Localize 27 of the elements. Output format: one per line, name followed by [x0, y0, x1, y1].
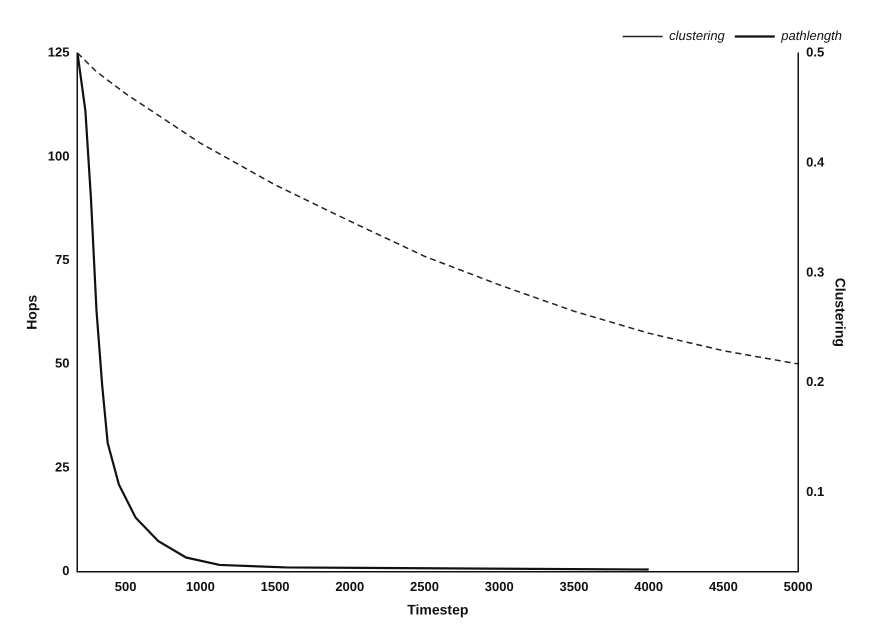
x-tick-label: 4000: [634, 578, 664, 594]
legend-label: clustering: [669, 28, 726, 44]
x-tick-label: 4500: [708, 578, 738, 594]
y-tick-label: 75: [55, 252, 70, 268]
y-tick-label: 0: [62, 563, 70, 578]
legend-label: pathlength: [780, 28, 842, 44]
x-tick-label: 2000: [335, 578, 364, 594]
x-tick-label: 500: [114, 578, 136, 594]
y-tick-label: 50: [55, 356, 70, 371]
y-tick-label: 25: [55, 459, 70, 474]
x-tick-label: 1000: [186, 578, 215, 594]
y-tick-label: 100: [48, 148, 70, 164]
y2-tick-label: 0.4: [806, 154, 825, 170]
x-tick-label: 3500: [559, 578, 588, 594]
x-tick-label: 1500: [260, 578, 290, 594]
x-tick-label: 2500: [410, 578, 439, 594]
y2-tick-label: 0.5: [806, 44, 824, 60]
y2-tick-label: 0.1: [806, 484, 824, 500]
y2-tick-label: 0.2: [806, 374, 824, 390]
y-axis-title: Hops: [23, 294, 40, 330]
x-axis-title: Timestep: [407, 601, 468, 618]
x-tick-label: 3000: [484, 578, 514, 594]
line-series: [77, 53, 798, 365]
y2-axis-title: Clustering: [832, 278, 849, 347]
y-tick-label: 125: [48, 44, 70, 60]
x-tick-label: 5000: [784, 578, 813, 594]
y2-tick-label: 0.3: [806, 264, 824, 280]
